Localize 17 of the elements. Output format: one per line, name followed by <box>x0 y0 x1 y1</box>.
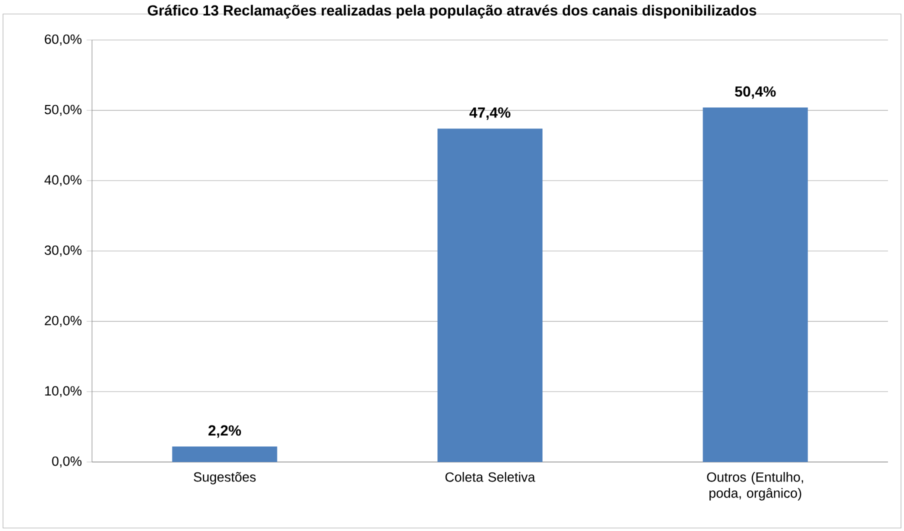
y-tick-label: 10,0% <box>45 386 82 398</box>
bar <box>702 108 808 462</box>
y-tick-label: 50,0% <box>44 104 82 116</box>
data-label: 50,4% <box>734 86 776 99</box>
x-tick-label: Sugestões <box>194 472 256 484</box>
x-tick-label: Outros (Entulho, poda, orgânico) <box>707 472 804 500</box>
bar <box>172 446 278 462</box>
y-tick-label: 20,0% <box>44 316 82 327</box>
y-tick-label: 40,0% <box>44 175 82 186</box>
chart-title: Gráfico 13 Reclamações realizadas pela população através dos canais disponibilizados <box>148 4 756 18</box>
y-tick-label: 60,0% <box>44 34 82 46</box>
bar <box>438 128 542 462</box>
y-tick-label: 30,0% <box>44 245 82 257</box>
x-tick-label: Coleta Seletiva <box>445 472 536 482</box>
data-label: 2,2% <box>208 425 241 438</box>
data-label: 47,4% <box>469 107 510 120</box>
y-tick-label: 0,0% <box>52 456 82 468</box>
